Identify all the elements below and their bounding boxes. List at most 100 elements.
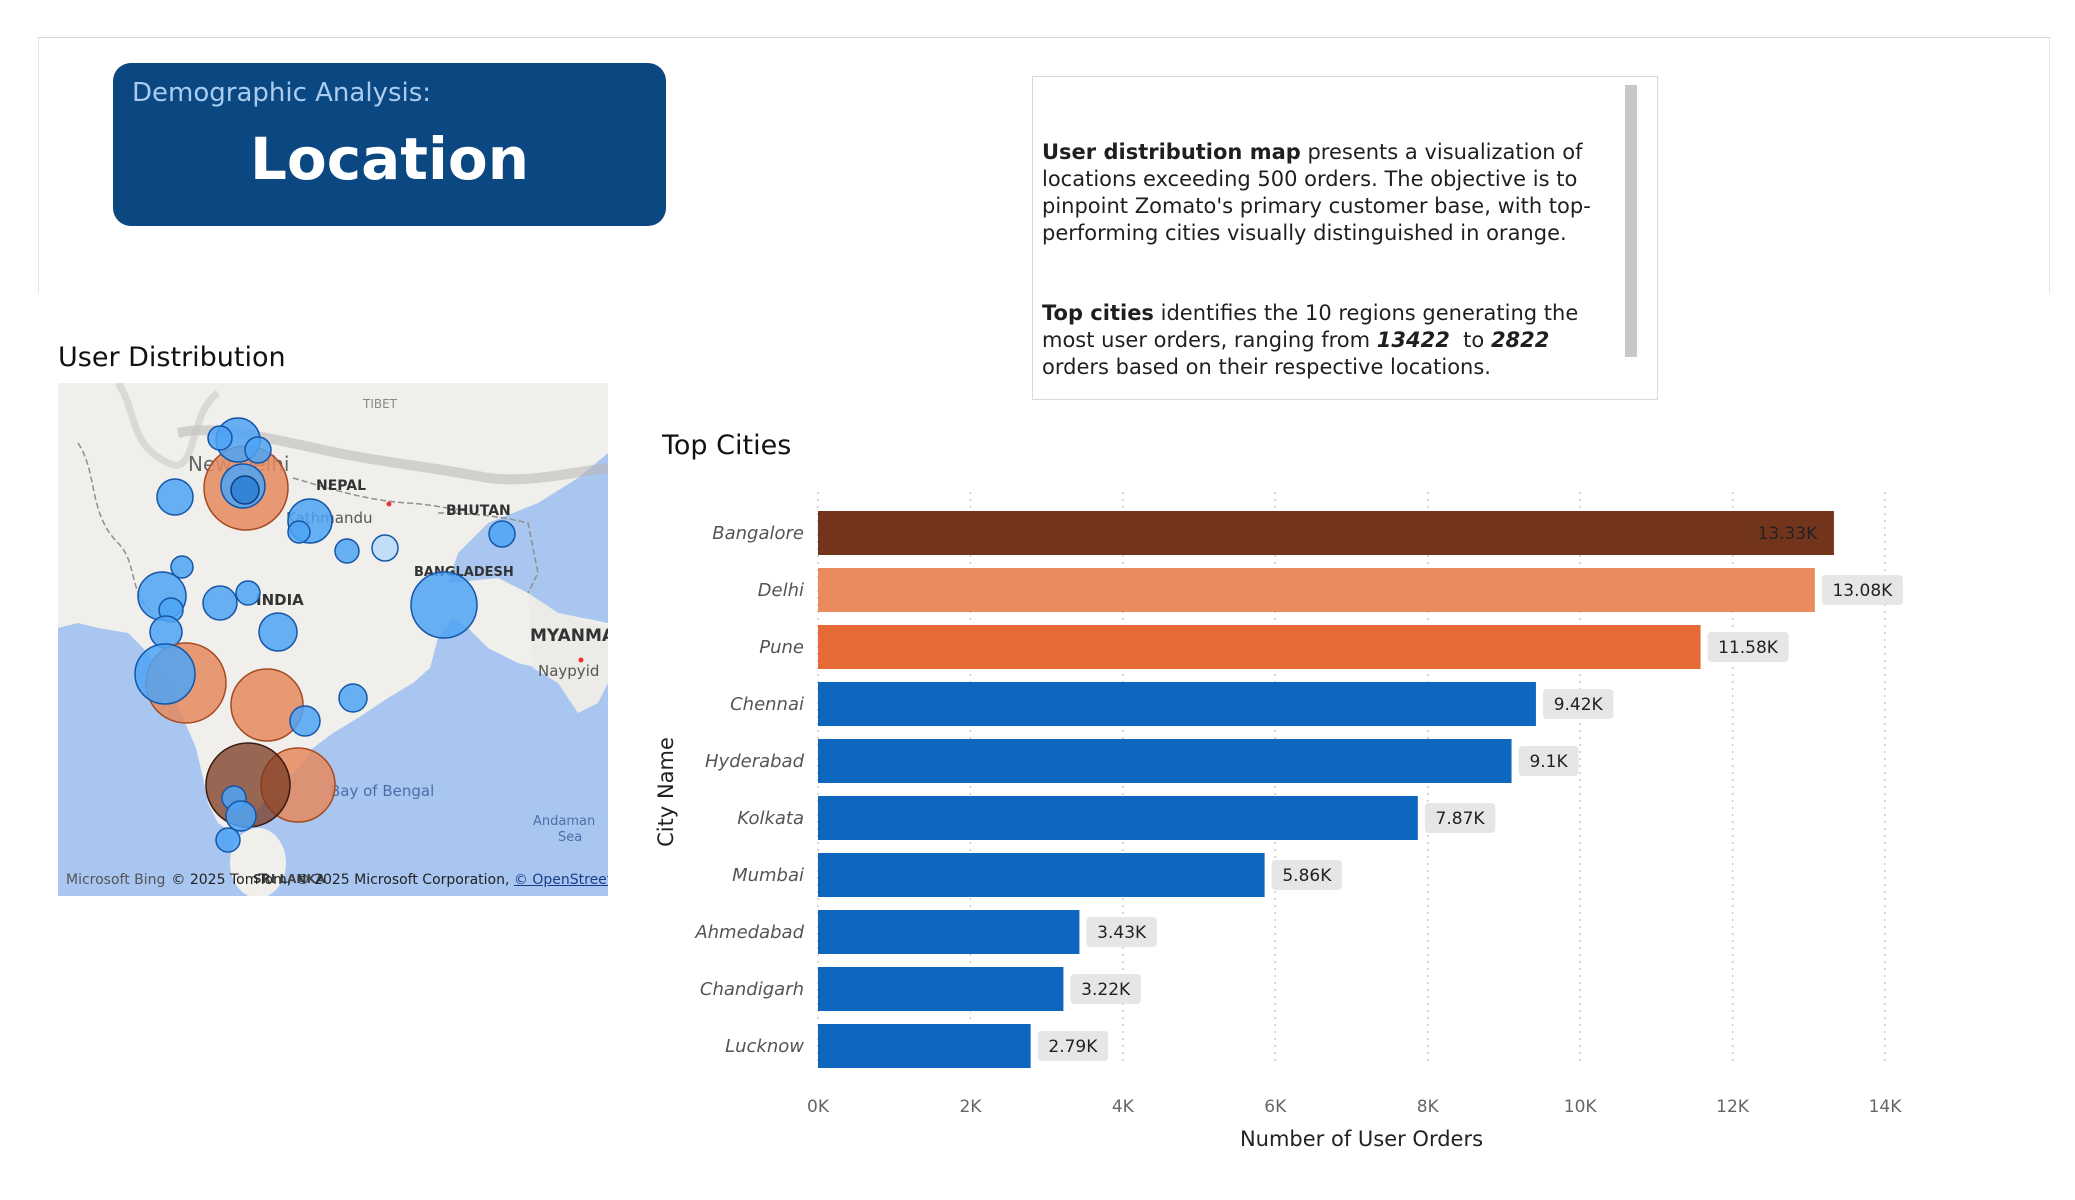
map-bubble[interactable] (287, 520, 311, 544)
map-bubble[interactable] (258, 612, 298, 652)
map-bubble[interactable] (202, 585, 238, 621)
map-bubble[interactable] (230, 475, 260, 505)
map-label-sri-lanka: SRI LANKA (253, 872, 326, 886)
description-scrollbar[interactable] (1625, 85, 1637, 357)
y-category-label: Chennai (730, 694, 804, 715)
bar-chandigarh[interactable] (818, 967, 1064, 1011)
x-tick-label: 6K (1264, 1097, 1287, 1117)
x-tick-label: 0K (807, 1097, 830, 1117)
description-min-value: 2822 (1490, 328, 1550, 352)
map-attribution: Microsoft Bing © 2025 TomTom, © 2025 Micr… (66, 872, 608, 888)
map-bubble[interactable] (244, 436, 272, 464)
y-category-label: Kolkata (737, 808, 804, 829)
bar-delhi[interactable] (818, 568, 1815, 612)
y-category-label: Hyderabad (705, 751, 805, 772)
data-label-bg (1424, 803, 1496, 833)
bar-ahmedabad[interactable] (818, 910, 1080, 954)
map-bubble[interactable] (156, 478, 194, 516)
y-category-label: Delhi (758, 580, 804, 601)
data-label-bg (1518, 746, 1579, 776)
bar-mumbai[interactable] (818, 853, 1265, 897)
map-label-bhutan: BHUTAN (446, 503, 511, 519)
description-p1-bold: User distribution map (1042, 140, 1301, 164)
description-textbox[interactable]: User distribution map presents a visuali… (1032, 76, 1658, 400)
bar-kolkata[interactable] (818, 796, 1418, 840)
x-axis-title: Number of User Orders (1240, 1127, 1483, 1150)
description-max-value: 13422 (1376, 328, 1450, 352)
bar-chennai[interactable] (818, 682, 1536, 726)
description-p1-text: presents a visualization of locations ex… (1042, 140, 1591, 245)
map-bubble[interactable] (338, 683, 368, 713)
map-label-sea: Sea (558, 830, 582, 845)
map-label-bay-of-bengal: Bay of Bengal (330, 782, 434, 800)
map-label-nepal: NEPAL (316, 478, 366, 494)
x-tick-label: 12K (1716, 1097, 1750, 1117)
data-label: 13.33K (1758, 524, 1819, 544)
bar-bangalore[interactable] (818, 511, 1834, 555)
map-bubble-mumbai[interactable] (134, 643, 196, 705)
title-card: Demographic Analysis: Location (113, 63, 666, 226)
y-category-label: Ahmedabad (694, 922, 804, 943)
bar-pune[interactable] (818, 625, 1701, 669)
map-bubble[interactable] (235, 580, 261, 606)
data-label-bg (1707, 632, 1789, 662)
data-label: 13.08K (1832, 581, 1893, 601)
y-category-label: Chandigarh (700, 979, 804, 1000)
map-bubble[interactable] (371, 534, 399, 562)
map-label-andaman: Andaman (533, 814, 595, 829)
data-label: 3.43K (1097, 923, 1147, 943)
map-label-tibet: TIBET (362, 397, 398, 411)
map-bubble-kolkata[interactable] (410, 571, 478, 639)
data-label-bg (1542, 689, 1614, 719)
map-label-naypyidaw: Naypyid (538, 662, 599, 680)
y-category-label: Mumbai (732, 865, 804, 886)
data-label-bg (1271, 860, 1343, 890)
y-axis-title: City Name (654, 737, 678, 847)
data-label-bg (1086, 917, 1157, 947)
user-distribution-map[interactable]: TIBET NEPAL BHUTAN INDIA BANGLADESH MYAN… (58, 383, 608, 896)
y-category-label: Pune (759, 637, 804, 658)
description-paragraph-2: Top cities identifies the 10 regions gen… (1042, 300, 1612, 381)
data-label-bg (1746, 518, 1828, 548)
x-tick-label: 8K (1417, 1097, 1440, 1117)
openstreetmap-link[interactable]: © OpenStreetMap (513, 872, 608, 888)
x-tick-label: 2K (959, 1097, 982, 1117)
data-label: 7.87K (1436, 809, 1486, 829)
header-frame (38, 37, 2050, 293)
description-p2-text-a: identifies the 10 regions generating the… (1042, 301, 1579, 352)
description-p2-text-c: orders based on their respective locatio… (1042, 355, 1491, 379)
map-attribution-ms: Microsoft Bing (66, 872, 166, 888)
y-category-label: Lucknow (725, 1036, 804, 1057)
data-label-bg (1070, 974, 1141, 1004)
map-bubble[interactable] (289, 705, 321, 737)
bar-lucknow[interactable] (818, 1024, 1031, 1068)
map-bubble[interactable] (225, 800, 257, 832)
page-title: Location (249, 125, 530, 193)
x-tick-label: 4K (1112, 1097, 1135, 1117)
map-bubble-hyderabad[interactable] (230, 668, 304, 742)
page-subtitle: Demographic Analysis: (132, 78, 432, 108)
map-bubble[interactable] (334, 538, 360, 564)
data-label: 9.42K (1554, 695, 1604, 715)
data-label: 11.58K (1718, 638, 1779, 658)
data-label-bg (1821, 575, 1903, 605)
map-title: User Distribution (58, 342, 286, 373)
map-label-india: INDIA (256, 591, 304, 609)
map-canvas: TIBET NEPAL BHUTAN INDIA BANGLADESH MYAN… (58, 383, 608, 896)
map-bubble[interactable] (215, 827, 241, 853)
map-bubble[interactable] (207, 425, 233, 451)
data-label: 5.86K (1282, 866, 1332, 886)
chart-title: Top Cities (662, 430, 792, 461)
x-tick-label: 14K (1869, 1097, 1903, 1117)
map-bubble[interactable] (149, 615, 183, 649)
map-bubble[interactable] (488, 520, 516, 548)
data-label: 3.22K (1081, 980, 1131, 1000)
description-paragraph-1: User distribution map presents a visuali… (1042, 139, 1612, 247)
bar-hyderabad[interactable] (818, 739, 1512, 783)
description-p2-bold: Top cities (1042, 301, 1154, 325)
description-p2-text-b: to (1449, 328, 1491, 352)
map-label-myanmar: MYANMA (530, 626, 608, 646)
map-bubble[interactable] (170, 555, 194, 579)
top-cities-bar-chart: 0K 2K 4K 6K 8K 10K 12K 14K Bangalore 13.33K Delhi 1… (654, 492, 1903, 1150)
data-label: 2.79K (1048, 1037, 1098, 1057)
